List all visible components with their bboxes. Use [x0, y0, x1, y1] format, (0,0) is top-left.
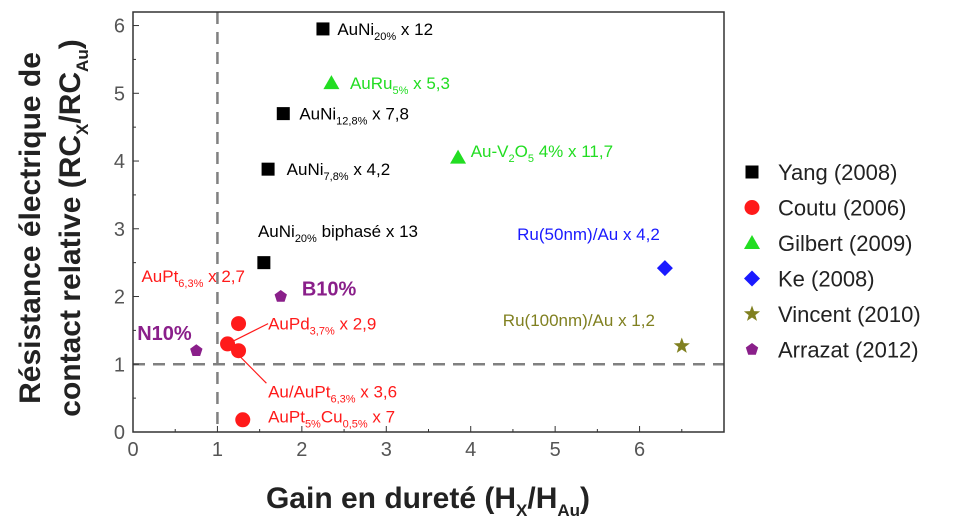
legend: Yang (2008) Coutu (2006) Gilbert (2009) Ke … [743, 160, 921, 363]
y-tick-label: 5 [114, 83, 125, 105]
data-point [231, 316, 247, 332]
legend-marker [743, 305, 761, 321]
point-annotation: AuNi12,8% x 7,8 [299, 105, 409, 128]
point-annotation: AuRu5% x 5,3 [350, 74, 450, 97]
legend-label: Vincent (2010) [778, 302, 921, 327]
legend-marker [744, 235, 760, 249]
legend-label: Yang (2008) [778, 160, 897, 185]
data-point [257, 256, 271, 270]
data-point [656, 260, 673, 277]
x-tick-label: 0 [127, 439, 138, 461]
data-point [316, 22, 330, 36]
point-annotation: Ru(50nm)/Au x 4,2 [517, 225, 660, 244]
point-annotation: B10% [302, 279, 357, 301]
point-annotation: AuNi20% biphasé x 13 [258, 222, 418, 245]
legend-marker [745, 343, 759, 355]
data-point [450, 149, 467, 164]
data-point [190, 344, 203, 356]
data-point [276, 107, 290, 121]
point-annotation: Au/AuPt6,3% x 3,6 [268, 382, 397, 405]
data-points [190, 22, 690, 428]
point-annotation: AuPt5%Cu0,5% x 7 [268, 407, 395, 430]
data-point [261, 162, 275, 176]
data-point [274, 290, 287, 302]
annotation-leader-line [227, 323, 269, 345]
data-point [231, 343, 247, 359]
point-annotations: AuNi20% x 12 AuRu5% x 5,3 AuNi12,8% x 7,8 A… [137, 20, 660, 430]
x-tick-label: 6 [634, 439, 645, 461]
legend-label: Arrazat (2012) [778, 338, 919, 363]
y-tick-label: 1 [114, 354, 125, 376]
data-point [673, 337, 690, 353]
x-tick-label: 1 [212, 439, 223, 461]
legend-marker [744, 270, 760, 287]
point-annotation: Au-V2O5 4% x 11,7 [471, 142, 613, 165]
point-annotation: AuNi20% x 12 [337, 20, 433, 43]
x-tick-label: 5 [550, 439, 561, 461]
x-axis-title: Gain en dureté (HX/HAu) [266, 482, 590, 516]
data-point [235, 412, 251, 428]
legend-marker [745, 165, 759, 179]
point-annotation: N10% [137, 323, 192, 345]
x-tick-label: 4 [465, 439, 476, 461]
axis-ticks: 0 1 2 3 4 5 6 0 1 2 3 4 5 6 [114, 16, 683, 461]
point-annotation: AuPd3,7% x 2,9 [268, 315, 376, 338]
legend-marker [744, 200, 760, 215]
y-tick-label: 3 [114, 219, 125, 241]
reference-lines [133, 12, 724, 432]
point-annotation: AuNi7,8% x 4,2 [287, 160, 391, 183]
y-tick-label: 0 [114, 422, 125, 444]
x-tick-label: 3 [381, 439, 392, 461]
y-tick-label: 4 [114, 151, 125, 173]
data-point [220, 336, 236, 352]
data-point [323, 75, 340, 90]
y-tick-label: 6 [114, 16, 125, 38]
legend-label: Ke (2008) [778, 267, 875, 292]
point-annotation: AuPt6,3% x 2,7 [141, 267, 245, 290]
legend-label: Gilbert (2009) [778, 231, 913, 256]
point-annotation: Ru(100nm)/Au x 1,2 [503, 311, 655, 330]
y-axis-title-line-1: Résistance électrique de [14, 52, 47, 404]
y-tick-label: 2 [114, 287, 125, 309]
y-axis-title-line-2: contact relative (RCX/RCAu) [54, 39, 92, 416]
legend-label: Coutu (2006) [778, 196, 906, 221]
x-tick-label: 2 [296, 439, 307, 461]
